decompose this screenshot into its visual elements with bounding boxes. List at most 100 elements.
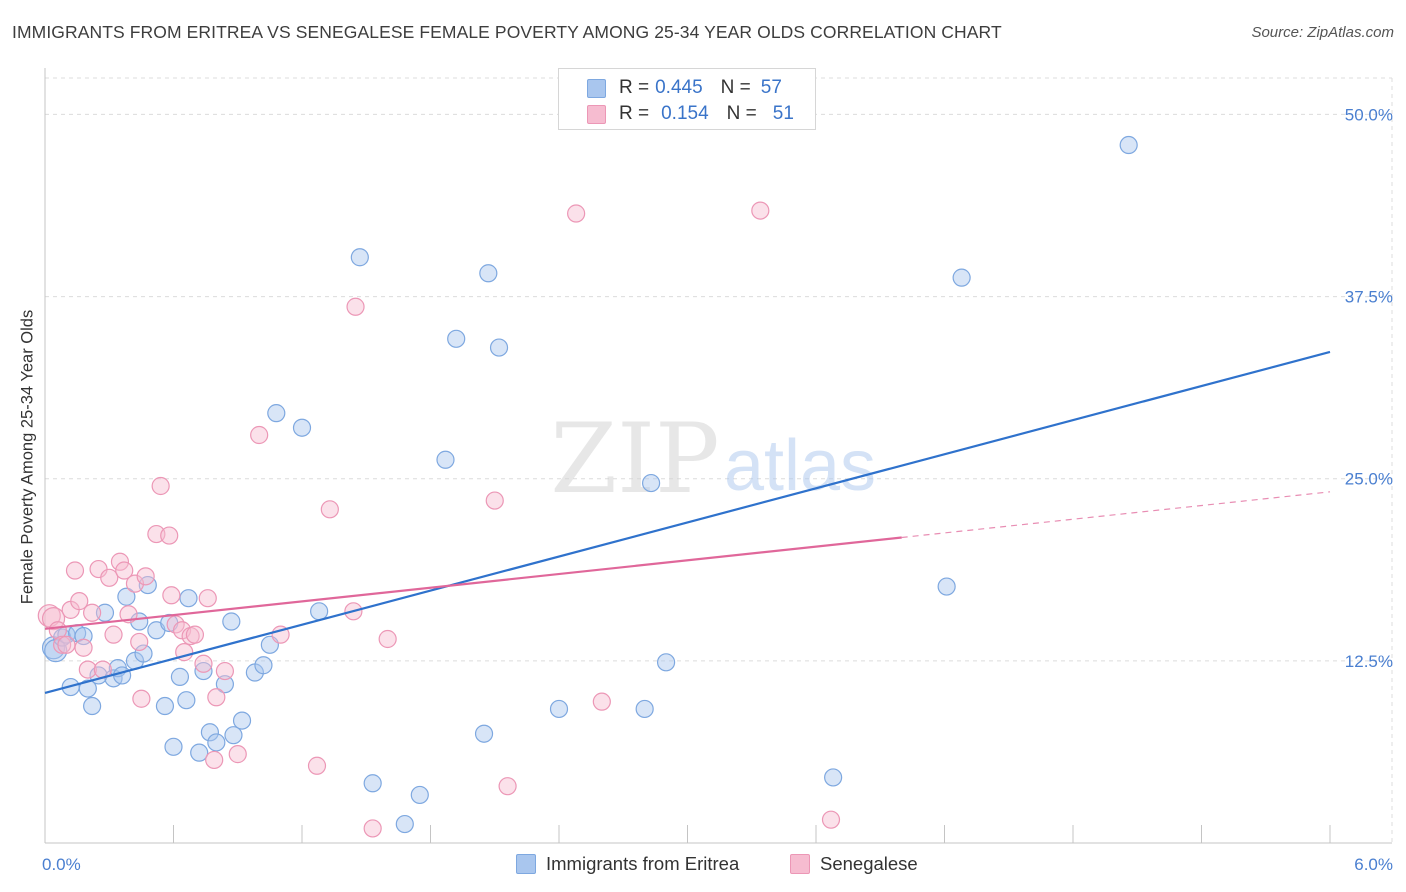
eritrea-point xyxy=(267,404,286,423)
eritrea-point xyxy=(200,723,220,742)
bottom-legend-swatch-senegalese xyxy=(790,854,810,874)
points-layer xyxy=(37,135,1138,838)
eritrea-point xyxy=(215,675,234,694)
eritrea-trend-line xyxy=(44,350,1331,694)
eritrea-point xyxy=(179,589,198,608)
senegalese-trend-extension xyxy=(901,491,1331,539)
senegalese-point xyxy=(821,810,841,829)
eritrea-point xyxy=(549,699,569,719)
eritrea-point xyxy=(95,603,115,622)
legend-box: R = 0.445 N = 57 R = 0.154 N = 51 xyxy=(558,68,816,130)
senegalese-point xyxy=(37,604,61,628)
legend-n-label: N = xyxy=(720,77,751,98)
senegalese-point xyxy=(41,606,66,631)
eritrea-point xyxy=(635,699,654,719)
senegalese-point xyxy=(215,661,234,681)
eritrea-point xyxy=(224,726,243,745)
senegalese-point xyxy=(162,586,181,605)
chart-title: IMMIGRANTS FROM ERITREA VS SENEGALESE FE… xyxy=(12,22,1002,42)
x-tick-label-max: 6.0% xyxy=(1354,855,1393,874)
y-tick-label: 25.0% xyxy=(1345,470,1393,489)
eritrea-point xyxy=(479,264,498,283)
senegalese-point xyxy=(100,568,119,587)
legend-swatch-senegalese xyxy=(587,105,606,124)
eritrea-point xyxy=(656,653,676,672)
bottom-legend-eritrea: Immigrants from Eritrea xyxy=(516,850,739,878)
legend-n-value-senegalese: 51 xyxy=(772,103,794,124)
senegalese-point xyxy=(205,750,224,770)
legend-row-eritrea: R = 0.445 N = 57 xyxy=(619,75,782,101)
legend-n-value-eritrea: 57 xyxy=(760,77,782,98)
senegalese-point xyxy=(110,552,130,571)
eritrea-point xyxy=(155,696,175,716)
eritrea-point xyxy=(232,711,252,730)
eritrea-point xyxy=(363,774,382,793)
senegalese-point xyxy=(104,625,123,644)
legend-swatch-eritrea xyxy=(587,79,606,98)
watermark-atlas: atlas xyxy=(724,426,876,506)
eritrea-point xyxy=(447,329,466,348)
eritrea-point xyxy=(395,814,414,834)
eritrea-point xyxy=(194,661,213,681)
senegalese-point xyxy=(136,567,155,586)
legend-r-label: R = xyxy=(619,77,650,98)
senegalese-point xyxy=(498,777,517,796)
eritrea-point xyxy=(190,743,209,762)
eritrea-point xyxy=(824,768,843,787)
senegalese-trend-line xyxy=(44,536,902,630)
senegalese-point xyxy=(751,201,770,220)
watermark: ZIP atlas xyxy=(550,403,876,515)
senegalese-point xyxy=(125,574,145,593)
eritrea-point xyxy=(310,602,329,621)
y-tick-label: 12.5% xyxy=(1345,652,1393,671)
senegalese-point xyxy=(130,632,149,652)
eritrea-point xyxy=(78,679,97,698)
senegalese-point xyxy=(194,654,213,673)
eritrea-point xyxy=(170,667,190,686)
eritrea-point xyxy=(164,737,183,756)
watermark-zip: ZIP xyxy=(550,403,719,515)
y-tick-label: 50.0% xyxy=(1345,105,1393,124)
senegalese-point xyxy=(185,625,205,644)
bottom-legend-label-senegalese: Senegalese xyxy=(820,853,918,874)
senegalese-point xyxy=(78,660,97,679)
senegalese-point xyxy=(115,561,134,580)
senegalese-point xyxy=(57,635,76,654)
eritrea-point xyxy=(937,577,956,596)
senegalese-point xyxy=(74,638,93,657)
senegalese-point xyxy=(151,476,170,496)
senegalese-point xyxy=(70,592,89,611)
legend-r-value-eritrea: 0.445 xyxy=(655,77,703,98)
eritrea-point xyxy=(952,268,971,287)
legend-n-label: N = xyxy=(726,103,757,124)
senegalese-point xyxy=(346,297,365,316)
eritrea-point xyxy=(436,450,455,469)
eritrea-point xyxy=(83,696,102,716)
eritrea-point xyxy=(207,733,226,752)
axis-layer xyxy=(44,68,1392,844)
eritrea-point xyxy=(489,338,509,357)
senegalese-point xyxy=(592,692,611,711)
y-axis-label: Female Poverty Among 25-34 Year Olds xyxy=(18,309,37,605)
senegalese-point xyxy=(65,561,85,580)
senegalese-point xyxy=(363,819,382,838)
eritrea-point xyxy=(474,724,494,743)
senegalese-point xyxy=(207,688,226,707)
senegalese-point xyxy=(228,745,247,764)
eritrea-point xyxy=(410,785,429,805)
senegalese-point xyxy=(83,603,102,622)
senegalese-point xyxy=(132,689,151,708)
senegalese-point xyxy=(307,756,327,775)
senegalese-point xyxy=(53,635,72,654)
eritrea-point xyxy=(222,612,241,631)
senegalese-point xyxy=(320,500,339,519)
eritrea-point xyxy=(350,248,369,267)
eritrea-point xyxy=(641,473,661,493)
tick-label-layer: 12.5% 25.0% 37.5% 50.0% 0.0% 6.0% xyxy=(42,105,1393,874)
senegalese-point xyxy=(160,526,179,545)
bottom-legend-senegalese: Senegalese xyxy=(790,850,918,878)
y-tick-label: 37.5% xyxy=(1345,288,1393,307)
senegalese-point xyxy=(378,629,397,649)
legend-row-senegalese: R = 0.154 N = 51 xyxy=(619,101,794,127)
